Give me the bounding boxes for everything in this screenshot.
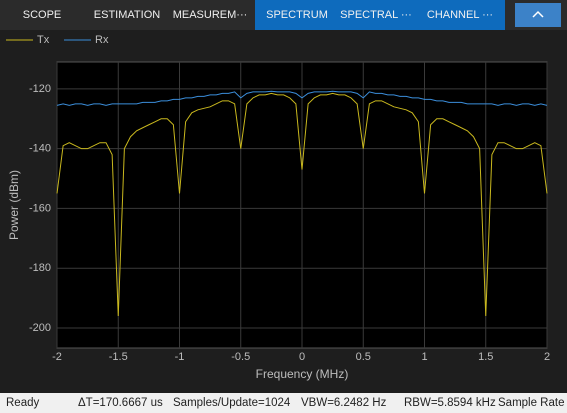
chart: -200 -180 -160 -140 -120 -2 -1.5 -1 -0.5 0 0.5 1 1.5… (6, 34, 550, 381)
status-bar: Ready ΔT=170.6667 us Samples/Update=1024 VB… (0, 393, 567, 413)
y-tick-label: -140 (29, 143, 51, 155)
x-tick-label: 0.5 (356, 351, 371, 363)
status-item: ΔT=170.6667 us (78, 397, 163, 409)
x-tick-label: -0.5 (231, 351, 250, 363)
x-tick-label: -1 (175, 351, 185, 363)
status-item: Ready (6, 397, 40, 409)
legend-label: Tx (37, 34, 50, 46)
legend-label: Rx (95, 34, 109, 46)
y-tick-label: -180 (29, 262, 51, 274)
tab[interactable]: SCOPE (22, 9, 62, 21)
collapse-button[interactable] (515, 3, 561, 27)
collapse-icon (532, 10, 544, 18)
tab[interactable]: MEASUREM··· (172, 9, 248, 21)
status-item: Sample Rate (498, 397, 565, 409)
x-tick-label: 0 (299, 351, 305, 363)
toolbar: SCOPE ESTIMATION MEASUREM··· SPECTRUM SPECTR… (0, 0, 567, 30)
x-tick-label: 1.5 (478, 351, 493, 363)
y-tick-label: -120 (29, 83, 51, 95)
tab[interactable]: SPECTRAL ··· (340, 9, 412, 21)
series-line (56, 92, 548, 317)
status-item: RBW=5.8594 kHz (404, 397, 496, 409)
x-tick-label: 1 (421, 351, 427, 363)
x-tick-label: 2 (544, 351, 550, 363)
y-tick-label: -200 (29, 322, 51, 334)
status-item: VBW=6.2482 Hz (301, 397, 387, 409)
y-tick-label: -160 (29, 202, 51, 214)
series-line (56, 90, 548, 106)
tab[interactable]: CHANNEL ··· (426, 9, 494, 21)
tab-group (255, 0, 505, 30)
x-tick-label: -2 (52, 351, 62, 363)
tab[interactable]: SPECTRUM (266, 9, 328, 21)
status-item: Samples/Update=1024 (173, 397, 291, 409)
tab[interactable]: ESTIMATION (93, 9, 161, 21)
x-tick-label: -1.5 (109, 351, 128, 363)
x-axis-label: Frequency (MHz) (256, 367, 349, 381)
y-axis-label: Power (dBm) (7, 170, 21, 240)
